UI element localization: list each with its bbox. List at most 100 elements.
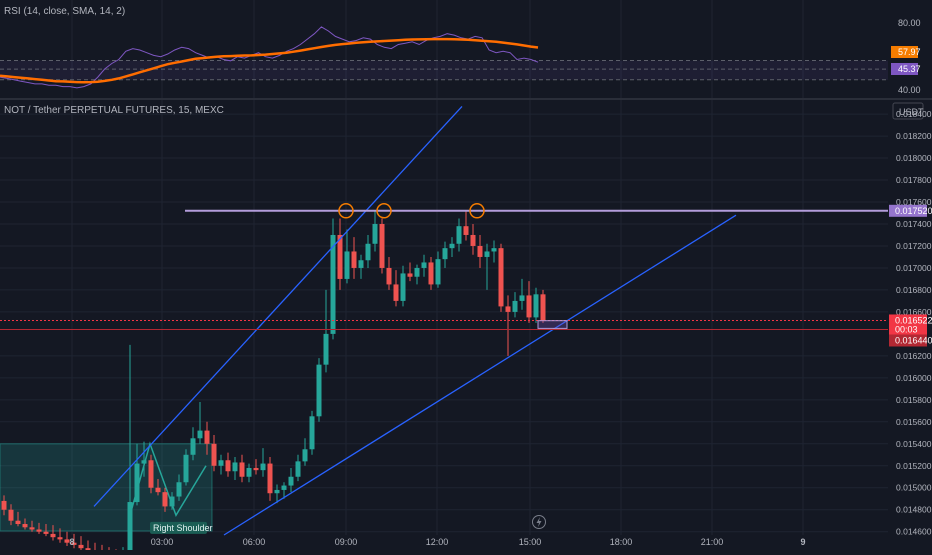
candle-body-72 [505, 306, 511, 312]
price-line-value: 0.016440 [895, 335, 932, 345]
candle-body-58 [407, 273, 413, 277]
candle-body-1 [8, 509, 14, 521]
rsi-ma-badge [891, 46, 918, 58]
candle-body-36 [253, 467, 259, 471]
candle-body-18 [127, 502, 133, 551]
rsi-value-badge [891, 63, 918, 75]
target-box[interactable] [537, 320, 568, 329]
price-tick-17: 0.014800 [896, 505, 932, 515]
candle-body-27 [190, 438, 196, 455]
price-tick-16: 0.015000 [896, 483, 932, 493]
resistance-value: 0.017520 [895, 206, 932, 216]
symbol-legend: NOT / Tether PERPETUAL FUTURES, 15, MEXC [4, 105, 224, 116]
price-tick-5: 0.017400 [896, 219, 932, 229]
price-tick-9: 0.016600 [896, 307, 932, 317]
price-tick-12: 0.015800 [896, 395, 932, 405]
candle-body-41 [288, 476, 294, 486]
price-panel: NOT / Tether PERPETUAL FUTURES, 15, MEXC… [0, 102, 932, 555]
candle-body-7 [50, 533, 56, 538]
candle-body-62 [435, 259, 441, 285]
price-tick-6: 0.017200 [896, 241, 932, 251]
candle-body-24 [169, 496, 175, 507]
candle-body-45 [316, 364, 322, 417]
price-tick-10: 0.016200 [896, 351, 932, 361]
rsi-line [0, 26, 539, 89]
time-tick-2: 06:00 [243, 537, 266, 547]
grid [0, 0, 888, 535]
candle-body-2 [15, 520, 21, 525]
rsi-legend: RSI (14, close, SMA, 14, 2) [4, 6, 125, 17]
candle-body-42 [295, 461, 301, 477]
candle-body-68 [477, 245, 483, 257]
candle-body-4 [29, 527, 35, 530]
candle-body-71 [498, 248, 504, 307]
candle-body-37 [260, 463, 266, 471]
right-shoulder-label: Right Shoulder [153, 523, 213, 533]
price-tick-2: 0.018000 [896, 153, 932, 163]
price-tick-15: 0.015200 [896, 461, 932, 471]
time-tick-0: 8 [69, 537, 74, 547]
candle-body-76 [533, 294, 539, 318]
candle-body-39 [274, 489, 280, 494]
top-marker-1 [376, 203, 392, 219]
candle-body-66 [463, 226, 469, 235]
candle-body-61 [428, 262, 434, 285]
rsi-axis-label-lower: 40.00 [898, 85, 921, 95]
rsi-value: 45.37 [898, 64, 921, 74]
candle-body-51 [358, 260, 364, 268]
right-shoulder-label-bg [150, 521, 207, 534]
currency-button[interactable] [892, 102, 924, 120]
candle-body-26 [183, 454, 189, 483]
price-tick-7: 0.017000 [896, 263, 932, 273]
candle-body-5 [36, 529, 42, 532]
currency-label: USDT [899, 107, 924, 117]
candle-body-63 [442, 248, 448, 260]
price-tick-13: 0.015600 [896, 417, 932, 427]
resistance-badge [889, 204, 927, 217]
candle-body-6 [43, 531, 49, 534]
upper-trendline[interactable] [93, 105, 463, 507]
current-price-value: 0.016522 [895, 315, 932, 325]
price-tick-14: 0.015400 [896, 439, 932, 449]
candle-body-44 [309, 416, 315, 450]
candle-body-19 [134, 463, 140, 503]
candle-body-25 [176, 482, 182, 497]
top-marker-2 [469, 203, 485, 219]
candle-body-30 [211, 443, 217, 466]
candle-body-54 [379, 223, 385, 268]
top-marker-0 [338, 203, 354, 219]
time-axis[interactable]: 8 03:00 06:00 09:00 12:00 15:00 18:00 21:00 9 [69, 537, 805, 547]
candle-body-8 [57, 537, 63, 540]
lower-trendline[interactable] [223, 214, 737, 536]
time-tick-6: 18:00 [610, 537, 633, 547]
candle-body-75 [526, 295, 532, 318]
candle-body-60 [421, 262, 427, 268]
candle-body-57 [400, 273, 406, 301]
time-tick-4: 12:00 [426, 537, 449, 547]
rsi-panel: RSI (14, close, SMA, 14, 2) 80.00 40.00 … [0, 6, 921, 95]
price-axis[interactable]: 0.018400 0.018200 0.018000 0.017800 0.017600… [896, 109, 932, 537]
candle-body-28 [197, 430, 203, 439]
candle-body-10 [71, 542, 77, 545]
rsi-band [0, 60, 888, 80]
price-tick-0: 0.018400 [896, 109, 932, 119]
candle-body-64 [449, 243, 455, 249]
bar-countdown: 00:03 [895, 324, 918, 334]
candle-body-3 [22, 524, 28, 528]
candle-body-43 [302, 449, 308, 462]
top-markers [338, 203, 485, 219]
candle-body-22 [155, 487, 161, 493]
lightning-icon[interactable] [532, 515, 546, 529]
rsi-ma-value: 57.97 [898, 47, 921, 57]
candle-body-29 [204, 430, 210, 444]
price-tick-4: 0.017600 [896, 197, 932, 207]
time-tick-7: 21:00 [701, 537, 724, 547]
candle-body-50 [351, 251, 357, 268]
candle-body-49 [344, 251, 350, 279]
candle-body-56 [393, 284, 399, 301]
candle-body-73 [512, 300, 518, 312]
candle-body-48 [337, 234, 343, 279]
candle-body-77 [540, 294, 546, 321]
